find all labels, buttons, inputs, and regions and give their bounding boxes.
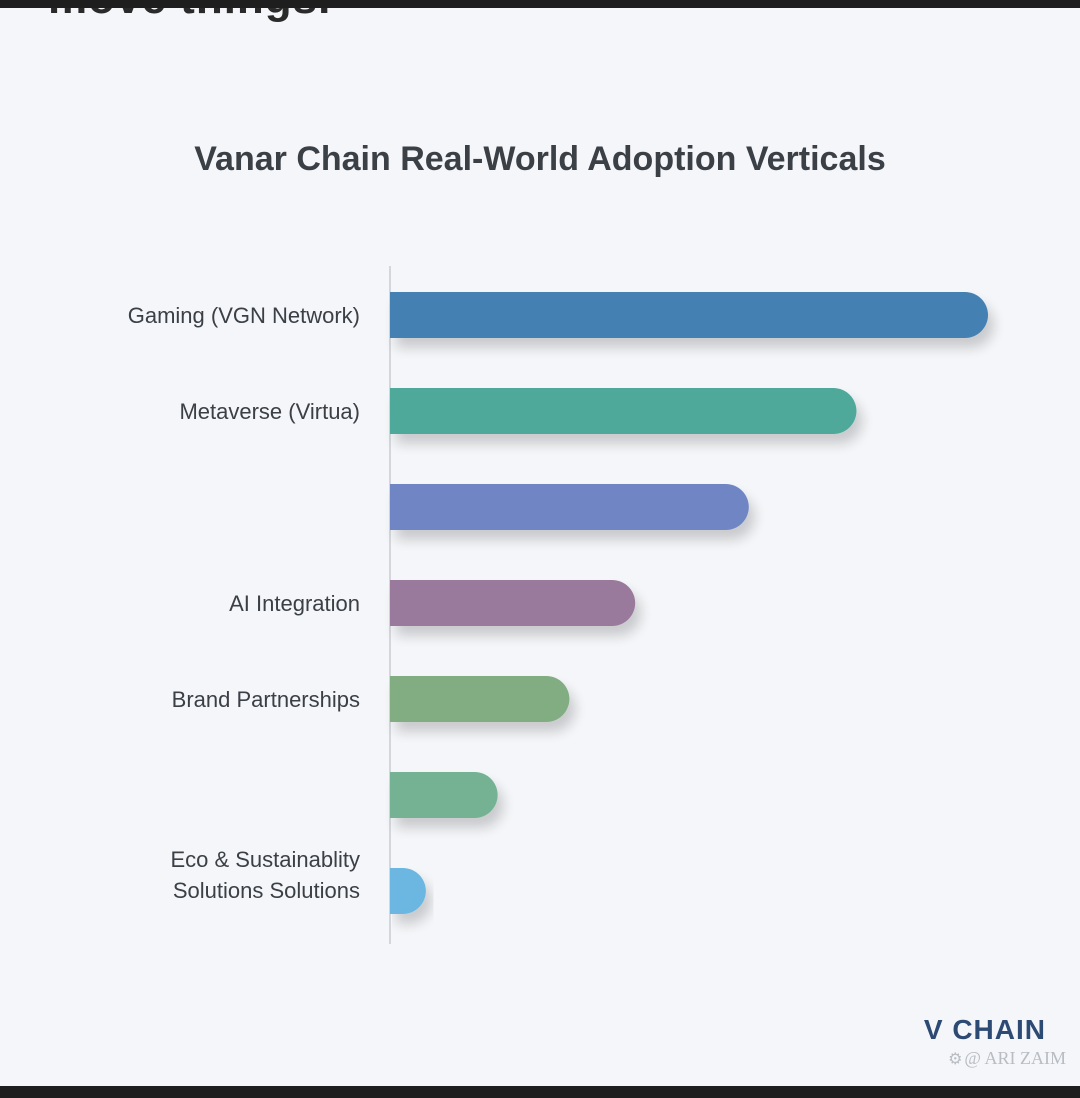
credit-label: @ ARI ZAIM: [964, 1048, 1066, 1068]
bar-4: [390, 580, 636, 626]
category-label-1: Gaming (VGN Network): [128, 303, 360, 328]
header-fragment: move things.: [48, 8, 331, 24]
category-label-2: Metaverse (Virtua): [179, 399, 360, 424]
bar-2: [390, 388, 857, 434]
chart-frame: move things. Vanar Chain Real-World Adop…: [0, 8, 1080, 1086]
brand-logo: V CHAIN: [923, 1014, 1046, 1045]
camera-icon: ⚙: [948, 1049, 963, 1068]
chart-title: Vanar Chain Real-World Adoption Vertical…: [194, 140, 886, 178]
category-label-7: Eco & Sustainablity Solutions Solutions: [170, 847, 360, 903]
credit-text: ⚙ @ ARI ZAIM: [948, 1048, 1066, 1069]
bar-6: [390, 772, 498, 818]
bar-chart: Gaming (VGN Network) Metaverse (Virtua) AI…: [128, 266, 988, 944]
bar-5: [390, 676, 570, 722]
category-label-4: AI Integration: [229, 591, 360, 616]
bar-7: [390, 868, 426, 914]
bar-1: [390, 292, 988, 338]
bar-3: [390, 484, 749, 530]
category-label-5: Brand Partnerships: [172, 687, 360, 712]
